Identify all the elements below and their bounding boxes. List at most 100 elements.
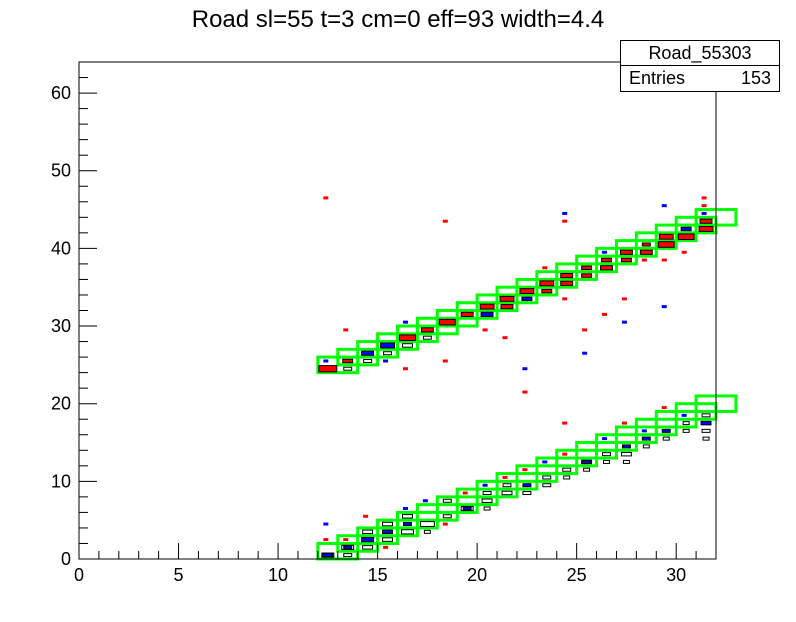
filled-cell-3 — [380, 342, 396, 349]
y-tick-label-30: 30 — [51, 316, 71, 336]
outline-cell-5 — [321, 552, 335, 558]
filled-cell-16 — [560, 272, 574, 279]
scatter-mark-26 — [542, 266, 548, 270]
outline-cell-28 — [563, 475, 571, 480]
outline-cell-2 — [383, 351, 393, 356]
filled-cell-29 — [677, 233, 695, 241]
outline-cell-39 — [701, 413, 711, 418]
scatter-mark-1 — [442, 219, 448, 223]
outline-cell-12 — [400, 529, 414, 535]
scatter-mark-39 — [522, 468, 528, 472]
filled-cell-15 — [541, 288, 553, 294]
filled-cell-42 — [661, 428, 671, 433]
outline-cell-38 — [682, 421, 690, 426]
x-tick-label-10: 10 — [268, 565, 288, 585]
filled-cell-4 — [398, 334, 416, 341]
stats-entries-row: Entries 153 — [621, 66, 779, 91]
filled-cell-9 — [480, 311, 494, 317]
x-tick-label-30: 30 — [666, 565, 686, 585]
scatter-mark-43 — [621, 421, 627, 425]
filled-cell-31 — [698, 226, 714, 232]
scatter-mark-35 — [422, 499, 428, 503]
scatter-mark-28 — [641, 258, 647, 262]
scatter-mark-44 — [661, 406, 667, 410]
x-tick-label-20: 20 — [467, 565, 487, 585]
scatter-mark-4 — [661, 204, 667, 208]
outline-cell-24 — [522, 490, 532, 495]
outline-cell-3 — [401, 343, 413, 348]
filled-cell-33 — [343, 545, 353, 550]
filled-cell-43 — [700, 420, 712, 426]
filled-cell-10 — [499, 295, 515, 302]
outline-cell-19 — [481, 498, 493, 504]
filled-cell-22 — [619, 249, 633, 255]
outline-cell-6 — [343, 553, 353, 558]
scatter-mark-33 — [343, 538, 349, 542]
outline-cell-29 — [581, 459, 593, 465]
scatter-mark-34 — [383, 545, 389, 549]
scatter-mark-42 — [602, 437, 608, 441]
outline-cell-10 — [382, 537, 394, 542]
filled-cell-34 — [361, 536, 375, 543]
outline-cell-20 — [482, 490, 492, 495]
scatter-mark-30 — [681, 250, 687, 254]
filled-cell-28 — [680, 226, 692, 232]
filled-cell-30 — [699, 218, 713, 224]
filled-cell-23 — [620, 257, 632, 263]
outline-cell-33 — [620, 451, 632, 457]
scatter-mark-10 — [442, 359, 448, 363]
scatter-mark-45 — [681, 413, 687, 417]
stats-entries-value: 153 — [740, 68, 771, 88]
filled-cell-2 — [361, 350, 375, 356]
filled-cell-17 — [560, 280, 574, 286]
filled-cell-21 — [600, 265, 613, 271]
scatter-mark-32 — [323, 538, 329, 542]
scatter-mark-36 — [442, 522, 448, 526]
outline-cell-34 — [622, 459, 630, 464]
outline-cell-26 — [542, 483, 552, 488]
outline-cell-1 — [363, 358, 373, 363]
scatter-mark-22 — [482, 328, 488, 332]
scatter-mark-21 — [502, 336, 508, 340]
outline-cell-15 — [423, 529, 431, 534]
outline-cell-25 — [542, 475, 552, 480]
outline-cell-9 — [362, 529, 374, 535]
scatter-mark-27 — [602, 250, 608, 254]
scatter-mark-5 — [701, 196, 707, 200]
filled-cell-36 — [402, 522, 412, 527]
filled-cell-12 — [519, 288, 535, 295]
filled-cell-11 — [500, 304, 514, 310]
y-tick-label-60: 60 — [51, 83, 71, 103]
scatter-mark-24 — [402, 320, 408, 324]
outline-cell-35 — [642, 444, 650, 449]
filled-cell-25 — [639, 249, 653, 255]
filled-cell-14 — [539, 280, 555, 287]
scatter-mark-37 — [462, 491, 468, 495]
filled-cell-37 — [462, 506, 472, 511]
chart-title: Road sl=55 t=3 cm=0 eff=93 width=4.4 — [191, 6, 605, 33]
scatter-mark-49 — [402, 507, 408, 511]
scatter-mark-0 — [323, 196, 329, 200]
outline-cell-36 — [662, 436, 670, 441]
scatter-mark-31 — [323, 522, 329, 526]
x-tick-label-0: 0 — [74, 565, 84, 585]
scatter-mark-48 — [363, 514, 369, 518]
x-tick-label-15: 15 — [368, 565, 388, 585]
outline-cell-11 — [382, 521, 394, 527]
outline-cell-0 — [343, 366, 353, 371]
scatter-mark-14 — [582, 351, 588, 355]
scatter-mark-19 — [661, 305, 667, 309]
filled-cell-20 — [601, 257, 612, 263]
scatter-mark-7 — [701, 211, 707, 215]
outline-cell-8 — [362, 545, 374, 550]
scatter-mark-16 — [602, 312, 608, 316]
filled-cell-7 — [460, 311, 474, 317]
filled-cell-13 — [521, 296, 533, 302]
outline-cell-14 — [419, 521, 435, 528]
filled-cell-27 — [657, 241, 675, 248]
axes: 0 5 10 15 20 25 30 0 10 20 30 40 50 60 — [51, 61, 717, 585]
outline-cell-16 — [442, 514, 452, 519]
outline-cell-40 — [701, 428, 711, 433]
outline-cell-7 — [341, 544, 355, 550]
filled-cell-41 — [641, 436, 651, 441]
